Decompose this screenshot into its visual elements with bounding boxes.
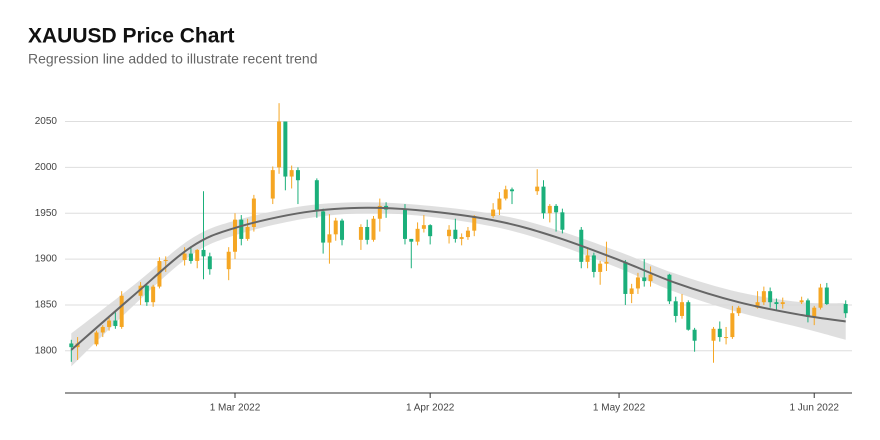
- candle-body: [151, 286, 156, 303]
- candle-body: [465, 230, 470, 238]
- candle-body: [667, 274, 672, 302]
- candle-body: [560, 212, 565, 230]
- candle-body: [717, 328, 722, 338]
- candle-body: [377, 205, 382, 219]
- candle-body: [245, 226, 250, 239]
- candle-body: [799, 300, 804, 303]
- y-tick-label: 1900: [35, 254, 58, 265]
- chart-title: XAUUSD Price Chart: [28, 25, 235, 48]
- candle-body: [629, 288, 634, 294]
- candle-body: [232, 219, 237, 252]
- candle-body: [591, 255, 596, 272]
- candle-body: [421, 225, 426, 229]
- candle-body: [805, 300, 810, 317]
- candle-body: [340, 220, 345, 240]
- candle-body: [730, 313, 735, 338]
- candle-body: [623, 261, 628, 294]
- y-tick-label: 1800: [35, 345, 58, 356]
- candle-body: [163, 260, 168, 262]
- candle-body: [585, 255, 590, 262]
- candle-body: [541, 186, 546, 214]
- x-tick-label: 1 Apr 2022: [406, 403, 455, 414]
- candle-body: [774, 302, 779, 305]
- candle-body: [736, 307, 741, 314]
- candle-body: [333, 220, 338, 235]
- candle-body: [144, 285, 149, 303]
- candle-body: [642, 277, 647, 282]
- candle-body: [327, 234, 332, 243]
- candle-body: [270, 170, 275, 199]
- candle-body: [680, 302, 685, 316]
- candle-body: [453, 229, 458, 239]
- candle-body: [761, 291, 766, 303]
- candle-body: [100, 326, 105, 333]
- candle-body: [314, 180, 319, 212]
- candle-body: [604, 261, 609, 264]
- candle-body: [251, 198, 256, 227]
- candle-body: [69, 343, 74, 348]
- candle-body: [195, 249, 200, 261]
- candle-body: [724, 337, 729, 339]
- candle-body: [554, 205, 559, 213]
- x-tick-label: 1 Mar 2022: [210, 403, 261, 414]
- candle-body: [648, 274, 653, 282]
- candle-body: [295, 170, 300, 181]
- candle-body: [321, 211, 326, 243]
- x-tick-label: 1 May 2022: [593, 403, 646, 414]
- y-tick-label: 2000: [35, 162, 58, 173]
- candle-body: [510, 189, 515, 192]
- y-tick-label: 2050: [35, 116, 58, 127]
- candle-body: [824, 287, 829, 305]
- candle-body: [768, 291, 773, 303]
- y-tick-label: 1950: [35, 208, 58, 219]
- candle-body: [491, 209, 496, 216]
- candle-body: [409, 238, 414, 242]
- candle-body: [226, 251, 231, 270]
- candle-body: [207, 256, 212, 270]
- x-tick-label: 1 Jun 2022: [789, 403, 839, 414]
- candle-body: [686, 302, 691, 330]
- candle-body: [138, 285, 143, 296]
- candle-body: [755, 302, 760, 308]
- candle-body: [371, 218, 376, 240]
- candle-body: [812, 307, 817, 317]
- candle-body: [283, 121, 288, 177]
- candle-body: [289, 170, 294, 177]
- trend-line: [70, 206, 846, 351]
- confidence-band: [71, 202, 846, 367]
- candle-body: [447, 229, 452, 237]
- candle-body: [94, 332, 99, 345]
- candle-body: [402, 209, 407, 239]
- candle-body: [503, 189, 508, 199]
- candle-body: [358, 226, 363, 240]
- candle-body: [428, 225, 433, 237]
- candle-body: [459, 237, 464, 239]
- candle-body: [107, 320, 112, 327]
- candle-body: [365, 226, 370, 240]
- candle-body: [780, 302, 785, 305]
- candle-body: [119, 295, 124, 327]
- candle-body: [497, 198, 502, 210]
- chart-subtitle: Regression line added to illustrate rece…: [28, 51, 318, 67]
- candle-body: [818, 287, 823, 308]
- candle-body: [188, 253, 193, 261]
- candle-body: [843, 304, 848, 314]
- y-tick-label: 1850: [35, 300, 58, 311]
- candle-body: [277, 121, 282, 168]
- candle-body: [113, 320, 118, 327]
- candle-body: [673, 301, 678, 316]
- candle-body: [635, 277, 640, 289]
- candle-body: [182, 253, 187, 261]
- candle-body: [598, 263, 603, 272]
- candle-body: [547, 205, 552, 214]
- candle-body: [415, 228, 420, 242]
- candle-body: [239, 219, 244, 239]
- candle-body: [535, 186, 540, 192]
- candle-body: [201, 249, 206, 257]
- candle-body: [692, 329, 697, 341]
- candle-body: [711, 328, 716, 341]
- candle-body: [472, 215, 477, 231]
